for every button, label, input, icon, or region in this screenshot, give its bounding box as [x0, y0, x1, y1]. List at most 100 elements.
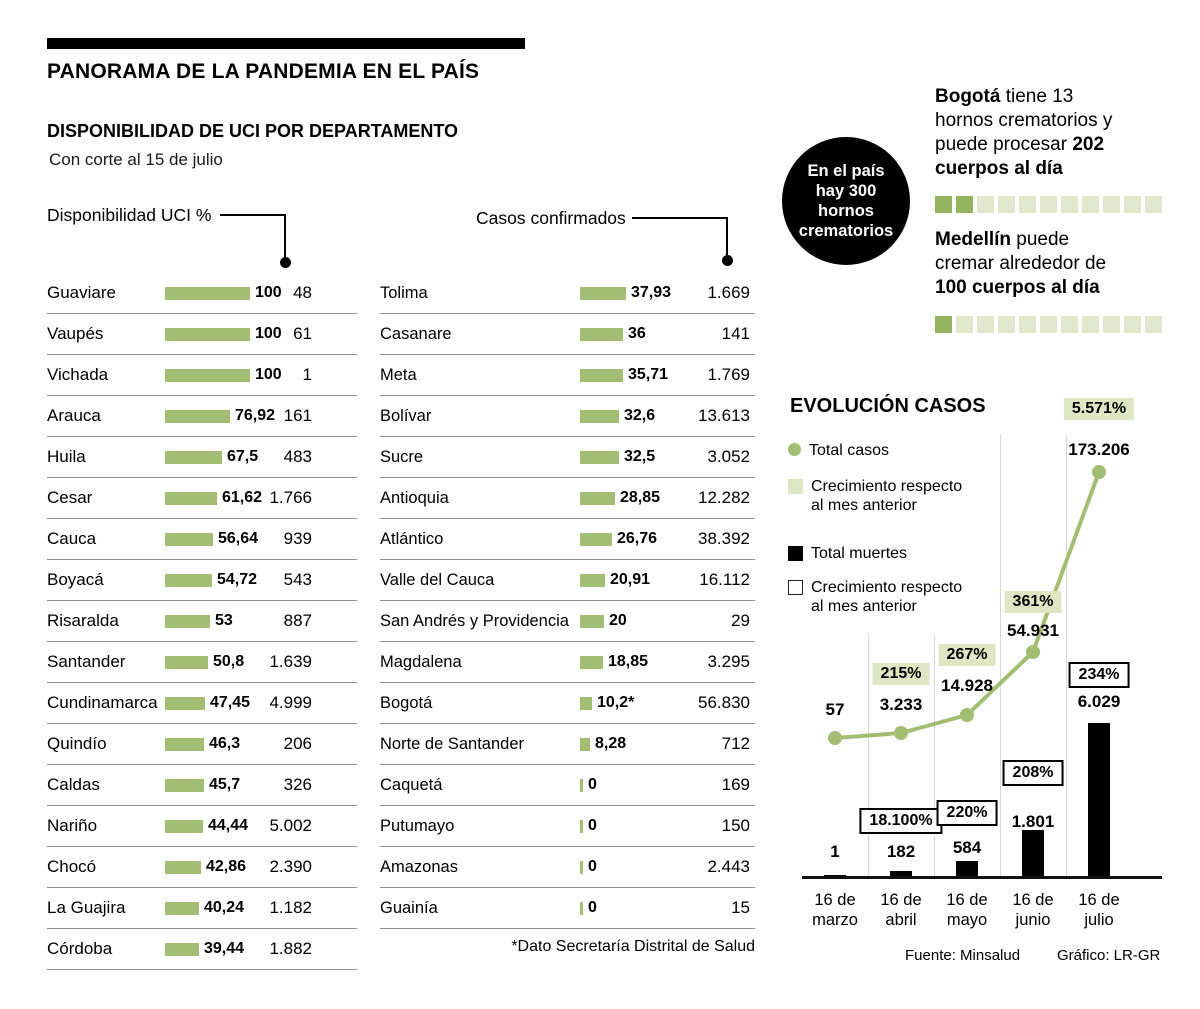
table-row: Cesar 61,62 1.766	[47, 478, 357, 519]
deaths-bar	[1022, 830, 1044, 876]
cases-value-label: 14.928	[941, 676, 993, 695]
value-bar	[165, 532, 213, 546]
department-name: Bogotá	[380, 693, 433, 712]
medellin-crematorios-note: Medellín puede cremar alrededor de 100 c…	[935, 228, 1127, 300]
value-label: 56,64	[218, 530, 259, 547]
bogota-note-text: tiene 13 hornos crematorios y puede proc…	[935, 86, 1113, 155]
cases-count: 1.766	[269, 488, 312, 507]
value-label: 35,71	[628, 366, 669, 383]
x-axis-label-line2: marzo	[812, 911, 858, 929]
value-bar	[580, 573, 605, 587]
cases-point	[828, 731, 842, 745]
cases-count: 4.999	[269, 693, 312, 712]
connector-dot	[280, 257, 291, 268]
x-axis-label-line2: junio	[1015, 911, 1051, 929]
deaths-bar	[824, 875, 846, 876]
deaths-growth-badge: 220%	[936, 800, 998, 826]
cases-count: 326	[283, 775, 312, 794]
evolution-chart: 57 1 16 de marzo 215% 3.233 182 18.100% 16 de abr…	[800, 390, 1165, 950]
cases-count: 48	[293, 283, 312, 302]
cases-count: 3.052	[707, 447, 750, 466]
value-bar	[165, 860, 201, 874]
table-row: Antioquia 28,85 12.282	[380, 478, 755, 519]
cases-growth-badge: 5.571%	[1063, 398, 1135, 420]
table-row: Santander 50,8 1.639	[47, 642, 357, 683]
cases-count: 161	[283, 406, 312, 425]
table-row: San Andrés y Providencia 20 29	[380, 601, 755, 642]
value-label: 53	[215, 612, 233, 629]
legend-total-cases: Total casos	[788, 441, 889, 460]
table-row: Amazonas 0 2.443	[380, 847, 755, 888]
value-label: 26,76	[617, 530, 658, 547]
legend-label: Crecimiento respecto al mes anterior	[811, 478, 963, 514]
department-name: Cauca	[47, 529, 97, 548]
cases-count: 1.769	[707, 365, 750, 384]
value-bar	[165, 409, 230, 423]
capacity-square	[1040, 316, 1057, 333]
value-label: 0	[588, 776, 597, 793]
value-bar	[165, 573, 212, 587]
value-label: 61,62	[222, 489, 263, 506]
department-name: La Guajira	[47, 898, 126, 917]
department-name: Caldas	[47, 775, 100, 794]
date-note: Con corte al 15 de julio	[49, 150, 223, 169]
capacity-square	[1124, 196, 1141, 213]
department-name: Magdalena	[380, 652, 462, 671]
bogota-capacity-text: 202 cuerpos al día	[935, 134, 1105, 179]
cases-count: 150	[721, 816, 750, 835]
table-row: Córdoba 39,44 1.882	[47, 929, 357, 970]
department-name: Cesar	[47, 488, 93, 507]
cases-count: 543	[283, 570, 312, 589]
department-name: Quindío	[47, 734, 107, 753]
value-label: 67,5	[227, 448, 259, 465]
table-row: Valle del Cauca 20,91 16.112	[380, 560, 755, 601]
bogota-data-footnote: *Dato Secretaría Distrital de Salud	[511, 938, 755, 955]
value-bar	[580, 901, 583, 915]
value-bar	[580, 491, 615, 505]
cases-count: 3.295	[707, 652, 750, 671]
department-name: Tolima	[380, 283, 428, 302]
capacity-square	[935, 316, 952, 333]
table-row: Tolima 37,93 1.669	[380, 273, 755, 314]
x-axis-label-line1: 16 de	[1078, 891, 1120, 909]
deaths-value-label: 1.801	[1011, 812, 1055, 831]
column-separator	[1000, 435, 1001, 876]
table-row: Meta 35,71 1.769	[380, 355, 755, 396]
cases-count: 141	[721, 324, 750, 343]
table-row: Atlántico 26,76 38.392	[380, 519, 755, 560]
value-bar	[165, 696, 205, 710]
legend-deaths-growth: Crecimiento respecto al mes anterior	[788, 578, 978, 616]
value-bar	[165, 368, 250, 382]
capacity-square	[977, 316, 994, 333]
x-axis-label-line2: mayo	[946, 911, 988, 929]
deaths-growth-swatch-icon	[788, 580, 803, 595]
connector-line	[220, 214, 286, 216]
cases-count: 13.613	[698, 406, 750, 425]
capacity-square	[1082, 196, 1099, 213]
table-row: Caldas 45,7 326	[47, 765, 357, 806]
department-name: Sucre	[380, 447, 424, 466]
crematorios-total-badge: En el país hay 300 hornos crematorios	[782, 137, 910, 265]
cases-count: 56.830	[698, 693, 750, 712]
capacity-square	[977, 196, 994, 213]
table-row: Caquetá 0 169	[380, 765, 755, 806]
table-row: Cundinamarca 47,45 4.999	[47, 683, 357, 724]
connector-dot	[722, 255, 733, 266]
department-name: Putumayo	[380, 816, 455, 835]
table-row: Nariño 44,44 5.002	[47, 806, 357, 847]
confirmed-cases-header: Casos confirmados	[476, 208, 626, 228]
cases-value-label: 57	[825, 700, 845, 719]
value-bar	[580, 532, 612, 546]
value-label: 54,72	[217, 571, 258, 588]
cases-value-label: 54.931	[1007, 621, 1059, 640]
value-label: 44,44	[208, 817, 249, 834]
uci-availability-header: Disponibilidad UCI %	[47, 205, 212, 225]
capacity-square	[998, 196, 1015, 213]
department-name: Arauca	[47, 406, 101, 425]
medellin-capacity-squares	[935, 316, 1162, 333]
department-name: Antioquia	[380, 488, 449, 507]
connector-line	[632, 217, 728, 219]
department-name: Guainía	[380, 898, 438, 917]
x-axis-label: 16 de julio	[1078, 890, 1119, 930]
cases-point	[894, 726, 908, 740]
